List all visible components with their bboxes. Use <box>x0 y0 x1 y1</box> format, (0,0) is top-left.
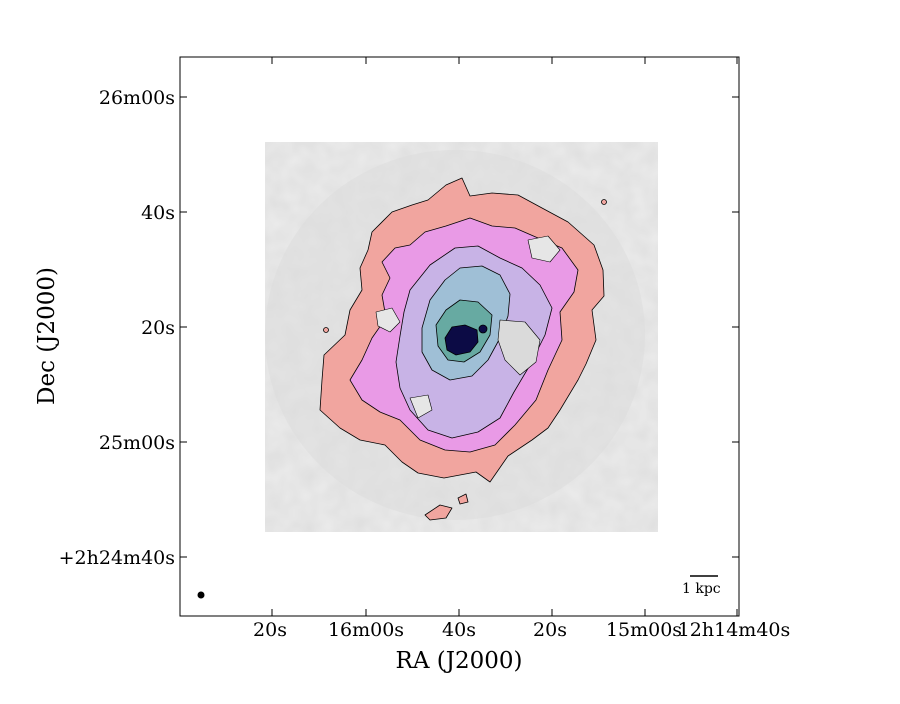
x-axis-ticks <box>271 57 738 616</box>
emission-gap <box>409 394 433 419</box>
y-tick-label: 40s <box>141 202 175 224</box>
beam-dot <box>197 591 205 599</box>
emission-gap <box>375 307 401 333</box>
y-axis-ticks <box>180 96 739 558</box>
contour-blob <box>457 493 469 505</box>
emission-gap <box>497 319 541 376</box>
contour-blob <box>323 327 329 333</box>
x-tick-labels: 20s 16m00s 40s 20s 15m00s 12h14m40s <box>253 619 790 641</box>
x-tick-label: 20s <box>253 619 287 641</box>
y-tick-labels: 26m00s 40s 20s 25m00s +2h24m40s <box>59 87 175 569</box>
x-tick-label: 12h14m40s <box>678 619 791 641</box>
y-axis-title: Dec (J2000) <box>34 267 60 405</box>
contour-blob <box>601 199 607 205</box>
contour-layers <box>319 177 607 521</box>
emission-gap <box>527 235 561 263</box>
contour-core-knot <box>478 324 488 334</box>
contour-blob <box>424 504 453 521</box>
y-tick-label: +2h24m40s <box>59 547 175 569</box>
contour-core <box>444 324 479 356</box>
x-tick-label: 15m00s <box>606 619 682 641</box>
x-axis-title: RA (J2000) <box>396 648 523 674</box>
scalebar-label: 1 kpc <box>682 581 721 597</box>
y-tick-label: 20s <box>141 317 175 339</box>
scalebar: 1 kpc <box>682 575 721 597</box>
x-tick-label: 40s <box>442 619 476 641</box>
y-tick-label: 25m00s <box>99 432 175 454</box>
y-tick-label: 26m00s <box>99 87 175 109</box>
x-tick-label: 20s <box>533 619 567 641</box>
x-tick-label: 16m00s <box>328 619 404 641</box>
